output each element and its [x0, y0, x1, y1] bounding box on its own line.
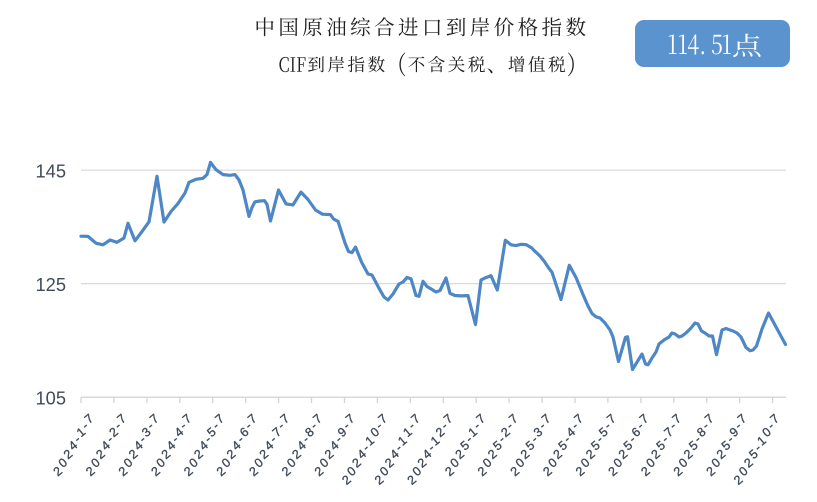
svg-text:125: 125	[35, 274, 66, 295]
svg-text:105: 105	[35, 387, 66, 408]
svg-text:145: 145	[35, 160, 66, 181]
